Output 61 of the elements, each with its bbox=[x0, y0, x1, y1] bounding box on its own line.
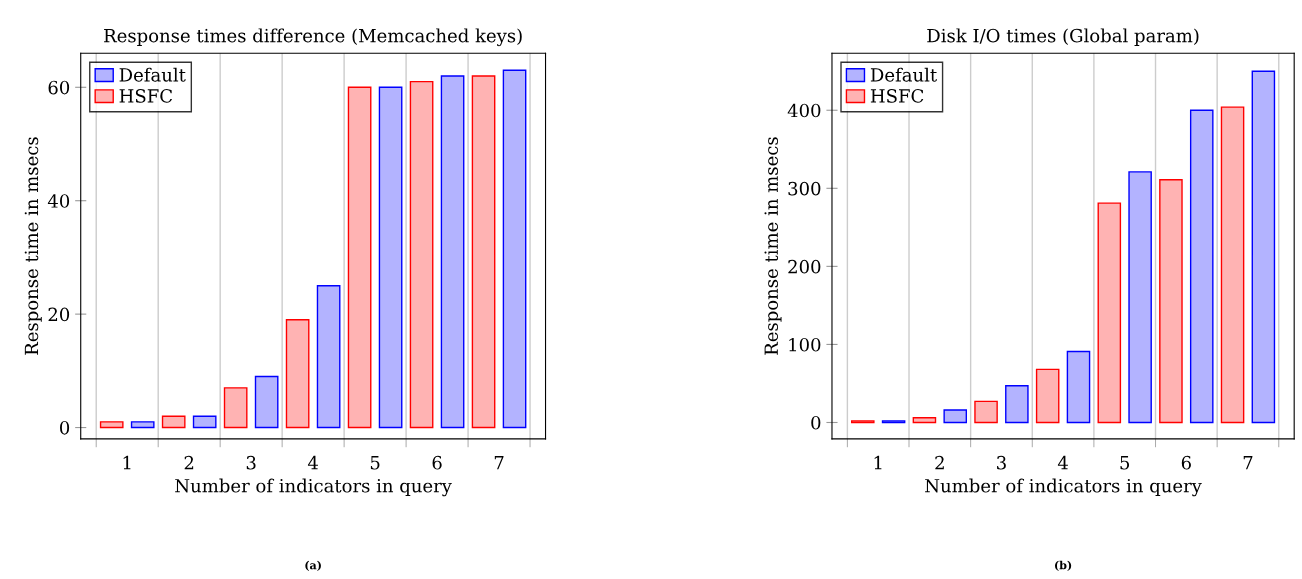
x-axis-title: Number of indicators in query bbox=[925, 478, 1202, 497]
bar bbox=[471, 75, 496, 429]
legend-label: HSFC bbox=[870, 89, 924, 103]
bar bbox=[1159, 179, 1183, 424]
chart-title: Disk I/O times (Global param) bbox=[927, 28, 1199, 46]
bar bbox=[1220, 106, 1245, 424]
y-tick-label: 40 bbox=[47, 194, 70, 208]
bar bbox=[1128, 171, 1152, 424]
bar bbox=[316, 285, 341, 429]
x-tick-label: 6 bbox=[432, 455, 442, 470]
y-tick-label: 0 bbox=[811, 415, 821, 430]
x-axis-title: Number of indicators in query bbox=[175, 478, 452, 497]
bar bbox=[1035, 368, 1060, 424]
bar bbox=[161, 415, 186, 429]
y-tick-label: 20 bbox=[48, 307, 70, 322]
y-axis-title: Response time in msecs bbox=[764, 137, 782, 355]
bar bbox=[502, 69, 527, 429]
legend-label: HSFC bbox=[119, 89, 173, 103]
bar bbox=[254, 375, 279, 429]
text: (b) bbox=[1054, 560, 1072, 571]
bar bbox=[440, 75, 465, 429]
bar bbox=[99, 421, 124, 429]
y-tick-label: 100 bbox=[789, 337, 821, 352]
x-tick-label: 7 bbox=[1243, 456, 1253, 470]
y-tick-label: 0 bbox=[60, 421, 70, 435]
bar bbox=[1251, 70, 1276, 424]
legend-label: Default bbox=[870, 67, 938, 82]
x-tick-label: 7 bbox=[494, 456, 504, 470]
x-tick-label: 6 bbox=[1181, 455, 1191, 470]
bar bbox=[378, 86, 403, 429]
y-tick-label: 60 bbox=[48, 80, 70, 95]
x-tick-label: 5 bbox=[370, 456, 380, 470]
bar bbox=[1005, 385, 1029, 424]
x-tick-label: 1 bbox=[123, 455, 131, 470]
x-tick-label: 4 bbox=[1057, 455, 1068, 470]
bar bbox=[347, 86, 372, 429]
bar bbox=[943, 409, 968, 424]
bar bbox=[912, 417, 937, 424]
x-tick-label: 2 bbox=[935, 455, 944, 470]
x-tick-label: 2 bbox=[184, 455, 194, 470]
x-tick-label: 1 bbox=[874, 455, 882, 470]
bar bbox=[974, 400, 998, 424]
x-tick-label: 5 bbox=[1120, 456, 1130, 470]
bar bbox=[130, 421, 155, 429]
x-tick-label: 4 bbox=[307, 455, 318, 470]
legend-label: Default bbox=[119, 67, 186, 82]
text: (a) bbox=[305, 560, 321, 571]
y-tick-label: 200 bbox=[788, 259, 821, 274]
bar bbox=[192, 415, 217, 429]
bar bbox=[285, 319, 310, 429]
bar bbox=[223, 387, 248, 429]
chart-title: Response times difference (Memcached keys) bbox=[104, 28, 522, 47]
x-tick-label: 3 bbox=[246, 455, 256, 470]
bar bbox=[1097, 202, 1122, 424]
bar bbox=[1066, 350, 1091, 424]
y-tick-label: 300 bbox=[788, 181, 821, 196]
x-tick-label: 3 bbox=[997, 455, 1006, 470]
y-tick-label: 400 bbox=[787, 103, 821, 118]
bar bbox=[1189, 109, 1214, 424]
bar bbox=[409, 80, 434, 429]
y-axis-title: Response time in msecs bbox=[24, 137, 42, 355]
